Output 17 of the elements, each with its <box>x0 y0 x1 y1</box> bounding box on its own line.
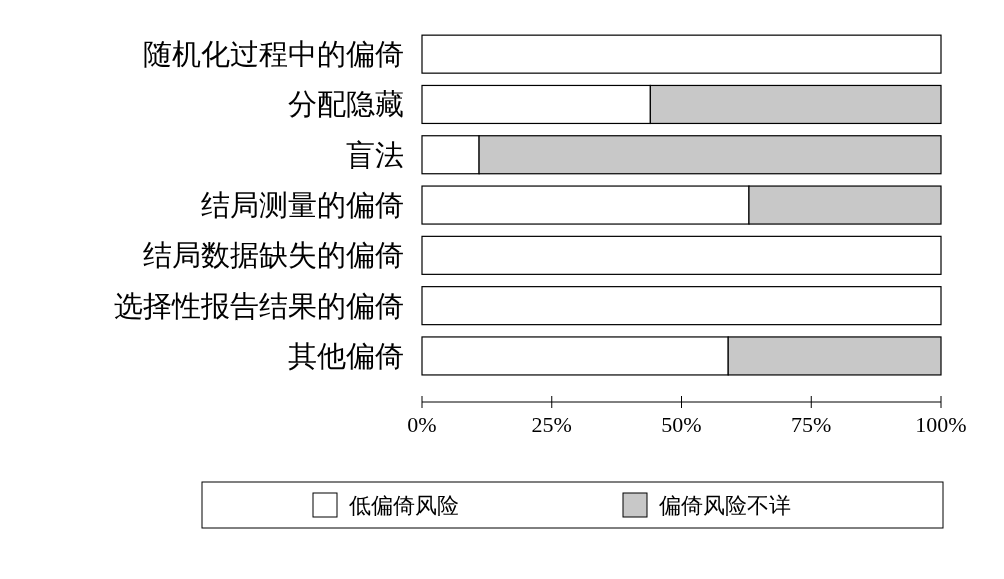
bar <box>421 286 942 326</box>
x-tick-label: 75% <box>791 412 832 437</box>
legend-label: 低偏倚风险 <box>349 493 459 518</box>
x-tick-label: 25% <box>531 412 572 437</box>
y-tick-label: 选择性报告结果的偏倚 <box>114 289 404 322</box>
bar <box>421 235 942 275</box>
bar <box>421 34 942 74</box>
y-tick-label: 结局数据缺失的偏倚 <box>143 239 404 272</box>
x-tick-label: 50% <box>661 412 702 437</box>
x-tick-label: 100% <box>915 412 967 437</box>
y-tick-label: 盲法 <box>346 138 404 171</box>
legend-label: 偏倚风险不详 <box>659 493 791 518</box>
y-tick-label: 其他偏倚 <box>288 339 404 372</box>
y-tick-label: 随机化过程中的偏倚 <box>143 38 404 71</box>
y-tick-label: 分配隐藏 <box>288 88 404 121</box>
x-tick-label: 0% <box>407 412 437 437</box>
y-tick-label: 结局测量的偏倚 <box>201 189 404 222</box>
